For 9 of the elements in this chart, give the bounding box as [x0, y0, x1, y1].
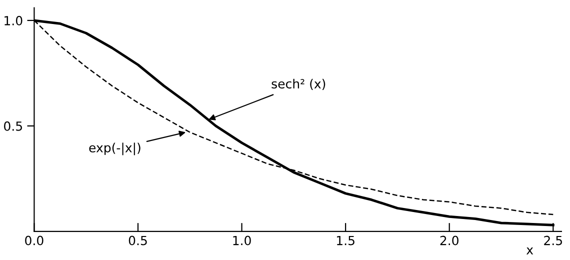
x-tick-label: 2.0	[440, 236, 458, 246]
x-tick-label: 0.5	[128, 236, 147, 246]
annotation: exp(-|x|)	[89, 142, 140, 156]
annotation: sech² (x)	[272, 78, 326, 90]
x-tick-label: 2.5	[544, 236, 562, 246]
x-tick-label: 0.0	[25, 236, 44, 246]
x-tick-label: 1.0	[233, 236, 251, 246]
x-axis-title: x	[526, 247, 534, 254]
x-tick-label: 1.5	[337, 236, 354, 246]
